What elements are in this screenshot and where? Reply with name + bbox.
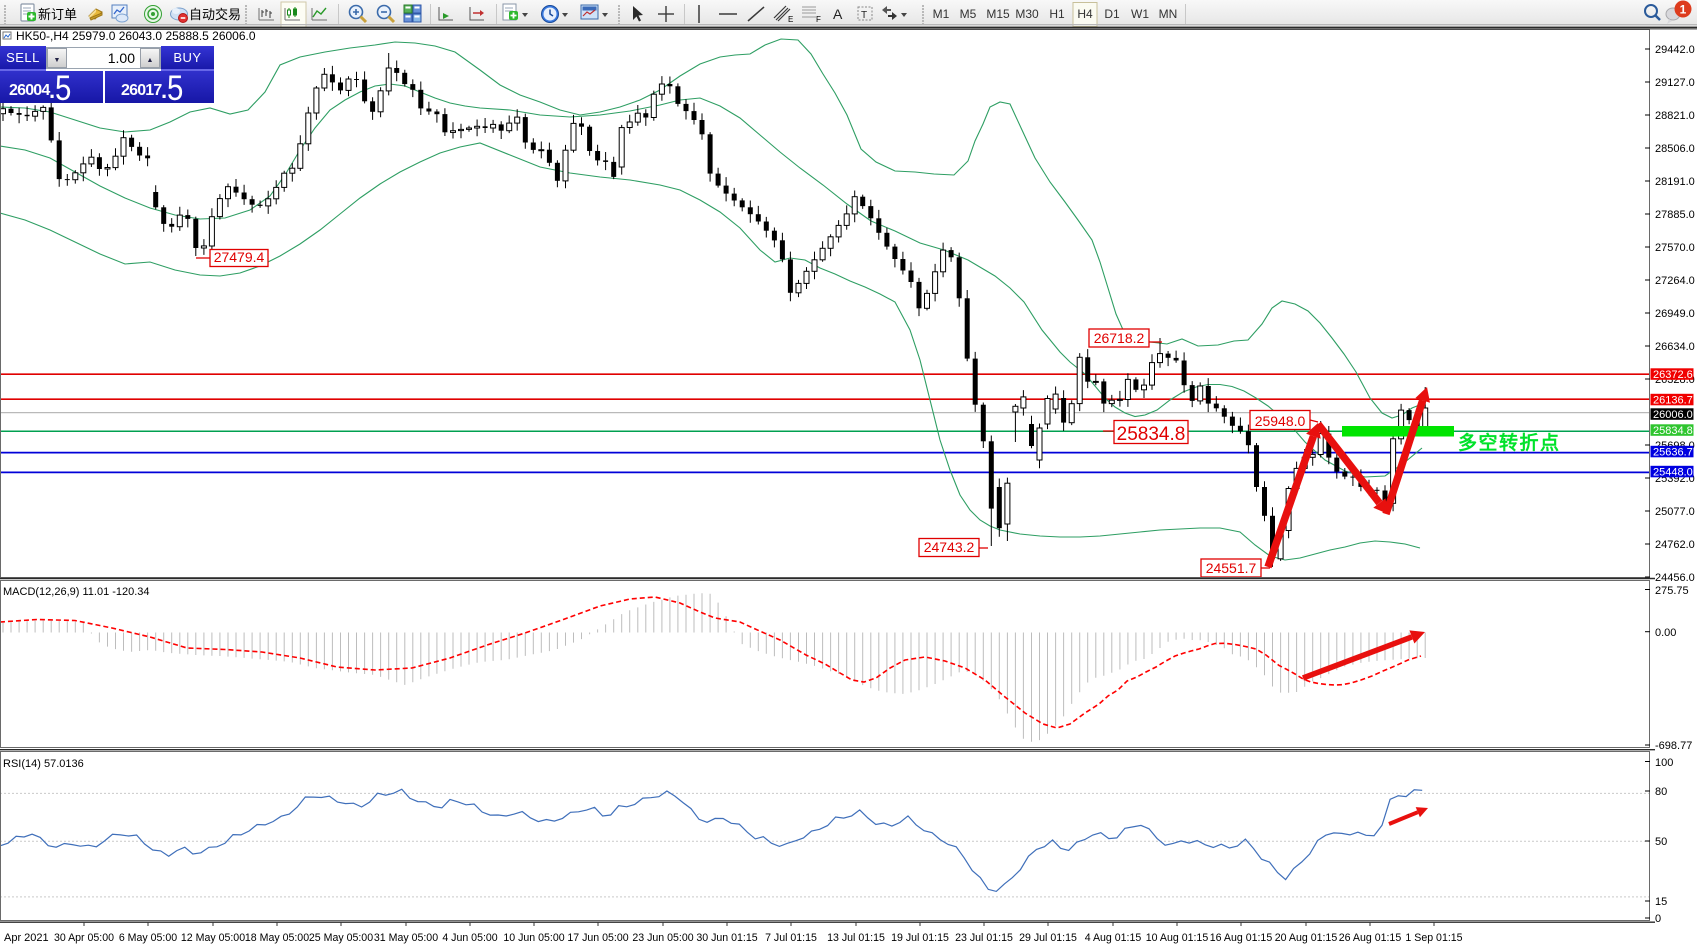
- svg-text:E: E: [788, 15, 793, 24]
- svg-text:4 Jun 05:00: 4 Jun 05:00: [442, 932, 497, 944]
- svg-text:6 May 05:00: 6 May 05:00: [119, 932, 177, 944]
- svg-text:31 May 05:00: 31 May 05:00: [374, 932, 438, 944]
- svg-text:A: A: [833, 6, 843, 22]
- svg-text:25834.8: 25834.8: [1117, 424, 1186, 445]
- svg-text:25 May 05:00: 25 May 05:00: [309, 932, 373, 944]
- svg-text:26136.7: 26136.7: [1653, 394, 1693, 406]
- svg-text:16 Aug 01:15: 16 Aug 01:15: [1210, 932, 1273, 944]
- svg-text:30 Jun 01:15: 30 Jun 01:15: [696, 932, 757, 944]
- svg-text:RSI(14) 57.0136: RSI(14) 57.0136: [3, 758, 84, 770]
- svg-text:26718.2: 26718.2: [1094, 330, 1145, 346]
- svg-text:25448.0: 25448.0: [1653, 466, 1693, 478]
- svg-text:26949.0: 26949.0: [1655, 308, 1695, 320]
- svg-text:29 Jul 01:15: 29 Jul 01:15: [1019, 932, 1077, 944]
- svg-text:27264.0: 27264.0: [1655, 275, 1695, 287]
- svg-text:1: 1: [1680, 3, 1687, 17]
- svg-text:26634.0: 26634.0: [1655, 341, 1695, 353]
- svg-text:26006.0: 26006.0: [1653, 409, 1693, 421]
- svg-text:28821.0: 28821.0: [1655, 110, 1695, 122]
- svg-text:Apr 2021: Apr 2021: [4, 932, 49, 944]
- svg-text:T: T: [861, 10, 867, 21]
- svg-text:19 Jul 01:15: 19 Jul 01:15: [891, 932, 949, 944]
- svg-text:自动交易: 自动交易: [189, 7, 241, 22]
- svg-text:0.00: 0.00: [1655, 627, 1676, 639]
- svg-text:28191.0: 28191.0: [1655, 176, 1695, 188]
- svg-text:12 May 05:00: 12 May 05:00: [181, 932, 245, 944]
- svg-text:F: F: [816, 15, 821, 24]
- svg-text:25077.0: 25077.0: [1655, 506, 1695, 518]
- svg-text:23 Jul 01:15: 23 Jul 01:15: [955, 932, 1013, 944]
- svg-text:MN: MN: [1159, 7, 1178, 21]
- svg-text:10 Aug 01:15: 10 Aug 01:15: [1146, 932, 1209, 944]
- svg-text:23 Jun 05:00: 23 Jun 05:00: [632, 932, 693, 944]
- svg-text:H4: H4: [1077, 7, 1093, 21]
- svg-text:24551.7: 24551.7: [1206, 560, 1257, 576]
- svg-text:26372.6: 26372.6: [1653, 369, 1693, 381]
- svg-text:多空转折点: 多空转折点: [1458, 431, 1561, 454]
- svg-text:-698.77: -698.77: [1655, 740, 1692, 752]
- svg-text:25834.8: 25834.8: [1653, 425, 1693, 437]
- svg-text:275.75: 275.75: [1655, 585, 1689, 597]
- svg-text:50: 50: [1655, 836, 1667, 848]
- svg-text:4 Aug 01:15: 4 Aug 01:15: [1085, 932, 1142, 944]
- svg-text:M15: M15: [986, 7, 1010, 21]
- svg-text:H1: H1: [1049, 7, 1065, 21]
- svg-text:24456.0: 24456.0: [1655, 572, 1695, 584]
- svg-text:29442.0: 29442.0: [1655, 44, 1695, 56]
- svg-text:20 Aug 01:15: 20 Aug 01:15: [1275, 932, 1338, 944]
- svg-text:0: 0: [1655, 913, 1661, 925]
- svg-text:26 Aug 01:15: 26 Aug 01:15: [1339, 932, 1402, 944]
- svg-text:25636.7: 25636.7: [1653, 446, 1693, 458]
- svg-text:30 Apr 05:00: 30 Apr 05:00: [54, 932, 114, 944]
- svg-text:80: 80: [1655, 786, 1667, 798]
- svg-text:HK50-,H4 25979.0 26043.0 2588: HK50-,H4 25979.0 26043.0 25888.5 26006.0: [16, 29, 256, 43]
- svg-text:27885.0: 27885.0: [1655, 209, 1695, 221]
- svg-text:W1: W1: [1131, 7, 1149, 21]
- svg-text:新订单: 新订单: [38, 7, 77, 22]
- svg-text:M5: M5: [960, 7, 977, 21]
- svg-text:D1: D1: [1104, 7, 1120, 21]
- svg-text:27479.4: 27479.4: [214, 249, 265, 265]
- svg-text:MACD(12,26,9) 11.01 -120.34: MACD(12,26,9) 11.01 -120.34: [3, 586, 150, 598]
- svg-text:17 Jun 05:00: 17 Jun 05:00: [567, 932, 628, 944]
- svg-text:100: 100: [1655, 757, 1673, 769]
- svg-text:24743.2: 24743.2: [924, 539, 975, 555]
- svg-text:18 May 05:00: 18 May 05:00: [245, 932, 309, 944]
- svg-text:M1: M1: [933, 7, 950, 21]
- svg-text:13 Jul 01:15: 13 Jul 01:15: [827, 932, 885, 944]
- svg-text:24762.0: 24762.0: [1655, 539, 1695, 551]
- svg-text:28506.0: 28506.0: [1655, 143, 1695, 155]
- svg-text:M30: M30: [1015, 7, 1039, 21]
- svg-text:15: 15: [1655, 896, 1667, 908]
- svg-text:29127.0: 29127.0: [1655, 77, 1695, 89]
- svg-text:25948.0: 25948.0: [1255, 413, 1306, 429]
- svg-text:1 Sep 01:15: 1 Sep 01:15: [1405, 932, 1462, 944]
- svg-text:27570.0: 27570.0: [1655, 242, 1695, 254]
- svg-text:10 Jun 05:00: 10 Jun 05:00: [503, 932, 564, 944]
- svg-text:7 Jul 01:15: 7 Jul 01:15: [765, 932, 817, 944]
